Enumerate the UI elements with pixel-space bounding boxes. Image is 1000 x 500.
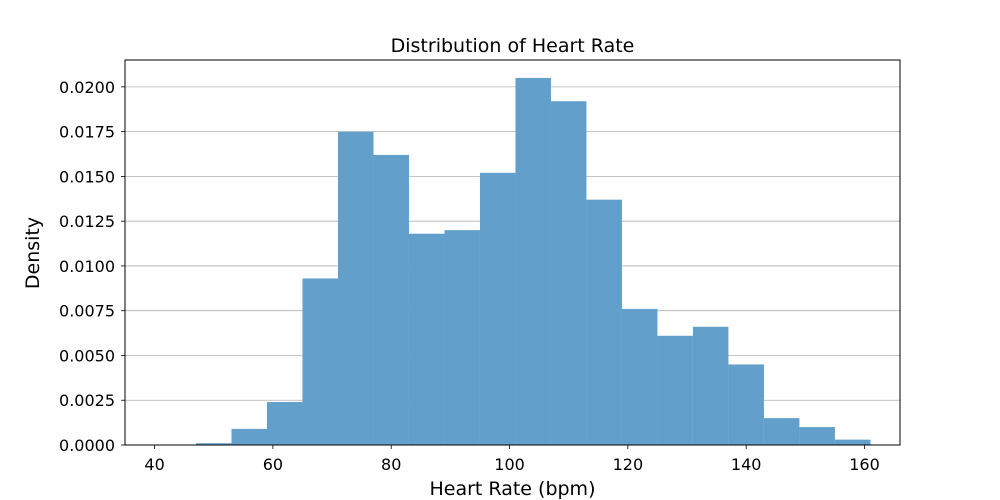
x-tick-label: 160: [849, 455, 880, 474]
histogram-bar: [479, 172, 516, 445]
y-tick-label: 0.0050: [59, 346, 115, 365]
x-tick-label: 80: [381, 455, 401, 474]
y-tick-label: 0.0075: [59, 302, 115, 321]
y-tick-label: 0.0175: [59, 123, 115, 142]
histogram-bar: [515, 77, 551, 445]
y-tick-label: 0.0125: [59, 212, 115, 231]
histogram-bar: [728, 364, 764, 445]
y-tick-label: 0.0150: [59, 167, 115, 186]
chart-title: Distribution of Heart Rate: [391, 35, 635, 57]
histogram-bar: [408, 233, 445, 445]
histogram-bar: [302, 278, 338, 445]
y-axis-label: Density: [22, 217, 44, 289]
histogram-bar: [266, 402, 303, 445]
y-tick-label: 0.0025: [59, 391, 115, 410]
x-tick-label: 120: [613, 455, 644, 474]
x-tick-label: 60: [263, 455, 283, 474]
histogram-bars: [195, 77, 871, 446]
y-tick-label: 0.0000: [59, 436, 115, 455]
histogram-bar: [444, 230, 480, 445]
plot-frame: [124, 59, 901, 446]
histogram-bar: [373, 154, 409, 445]
histogram-bar: [657, 335, 693, 445]
histogram-bar: [799, 427, 835, 445]
histogram-bar: [763, 418, 800, 445]
x-tick-label: 140: [731, 455, 762, 474]
histogram-bar: [586, 199, 622, 445]
histogram-bar: [621, 308, 658, 445]
x-axis-label: Heart Rate (bpm): [430, 478, 596, 500]
histogram-bar: [834, 439, 871, 445]
histogram-bar: [692, 326, 729, 445]
y-tick-label: 0.0100: [59, 257, 115, 276]
histogram-bar: [231, 428, 267, 445]
x-axis: 40 60 80 100 120 140 160: [144, 445, 880, 474]
y-axis: 0.0000 0.0025 0.0050 0.0075 0.0100 0.0125 0.01…: [59, 78, 125, 455]
histogram-bar: [195, 443, 232, 445]
x-tick-label: 100: [494, 455, 525, 474]
y-tick-label: 0.0200: [59, 78, 115, 97]
x-tick-label: 40: [144, 455, 164, 474]
histogram-bar: [337, 131, 374, 445]
histogram-bar: [550, 101, 587, 446]
